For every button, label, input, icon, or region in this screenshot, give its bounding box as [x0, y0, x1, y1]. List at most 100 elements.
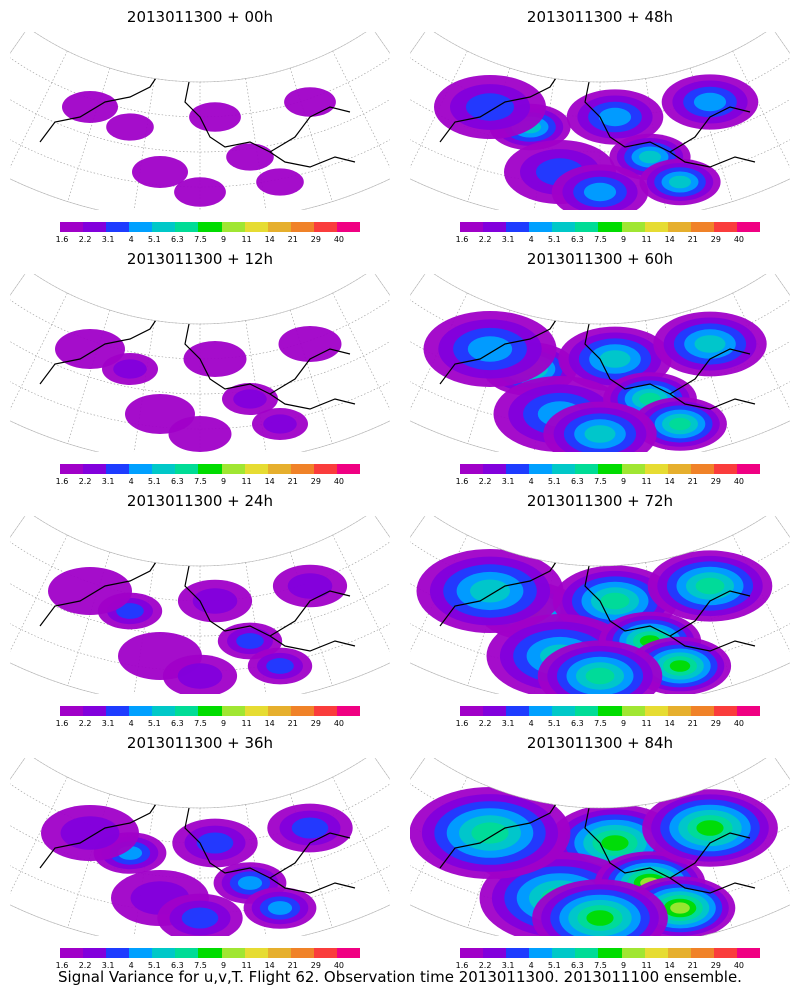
variance-contour	[694, 335, 726, 353]
colorbar-tick-label: 2.2	[478, 477, 492, 486]
colorbar-labels: 1.6 2.2 3.1 4 5.1 6.3 7.5 9 11 14 21 29 40	[456, 961, 760, 971]
colorbar-swatch	[575, 464, 599, 474]
colorbar-swatch	[483, 706, 507, 716]
colorbar-tick-label: 4	[528, 719, 534, 728]
colorbar-swatch	[290, 222, 314, 232]
colorbar-swatch	[267, 706, 291, 716]
colorbar-swatch	[313, 222, 337, 232]
colorbar-tick-label: 4	[128, 477, 134, 486]
colorbar-tick-label: 3.1	[501, 235, 515, 244]
colorbar-swatch	[129, 706, 153, 716]
colorbar-tick-label: 9	[620, 719, 627, 728]
colorbar-tick-label: 1.6	[55, 961, 69, 970]
colorbar-tick-label: 11	[641, 719, 652, 728]
colorbar	[460, 464, 761, 474]
variance-contour	[600, 592, 630, 610]
colorbar-labels: 1.6 2.2 3.1 4 5.1 6.3 7.5 9 11 14 21 29 40	[456, 235, 760, 245]
colorbar-tick-label: 14	[264, 235, 275, 244]
colorbar-tick-label: 1.6	[455, 961, 469, 970]
colorbar-swatch	[736, 222, 761, 232]
colorbar-tick-label: 5.1	[547, 719, 561, 728]
colorbar-swatch	[336, 706, 361, 716]
colorbar-swatch	[713, 706, 737, 716]
polar-map	[10, 274, 390, 452]
colorbar-tick-label: 14	[664, 719, 675, 728]
panel-title: 2013011300 + 12h	[126, 250, 274, 268]
colorbar-tick-label: 1.6	[455, 719, 469, 728]
colorbar-tick-label: 29	[710, 477, 721, 486]
colorbar-tick-label: 4	[128, 719, 134, 728]
colorbar-swatch	[221, 706, 245, 716]
panel-title: 2013011300 + 36h	[126, 734, 274, 752]
variance-field	[423, 311, 767, 452]
variance-contour	[181, 907, 219, 929]
colorbar-tick-label: 6.3	[571, 961, 584, 970]
colorbar-swatch	[152, 464, 176, 474]
variance-contour	[233, 389, 267, 409]
variance-contour	[237, 876, 263, 890]
variance-contour	[669, 660, 691, 672]
variance-contour	[192, 588, 238, 614]
map-boundary	[410, 32, 790, 210]
colorbar-labels: 1.6 2.2 3.1 4 5.1 6.3 7.5 9 11 14 21 29 40	[56, 719, 360, 729]
colorbar-swatch	[529, 948, 553, 958]
polar-map	[410, 516, 790, 694]
colorbar-tick-label: 7.5	[194, 235, 207, 244]
colorbar-tick-label: 4	[528, 961, 534, 970]
colorbar-tick-label: 14	[664, 477, 675, 486]
colorbar	[460, 948, 761, 958]
colorbar-swatch	[598, 948, 622, 958]
colorbar-swatch	[736, 464, 761, 474]
colorbar-swatch	[336, 464, 361, 474]
colorbar-swatch	[83, 948, 107, 958]
variance-contour	[116, 603, 144, 619]
colorbar-swatch	[460, 948, 484, 958]
colorbar-tick-label: 3.1	[101, 961, 115, 970]
colorbar-swatch	[621, 948, 645, 958]
colorbar-swatch	[106, 222, 130, 232]
variance-contour	[256, 168, 304, 196]
colorbar-swatch	[713, 464, 737, 474]
colorbar-tick-label: 40	[733, 235, 745, 244]
colorbar	[460, 222, 761, 232]
variance-contour	[196, 832, 234, 854]
colorbar-tick-label: 6.3	[571, 477, 584, 486]
variance-contour	[668, 175, 692, 189]
variance-contour	[291, 817, 329, 839]
map-panel: 2013011300 + 84h 1.6 2.2 3.1 4 5.1 6.3 7.5 9 11 14…	[400, 726, 800, 971]
variance-contour	[62, 91, 118, 123]
polar-map	[410, 32, 790, 210]
variance-contour	[267, 901, 293, 915]
polar-map	[10, 516, 390, 694]
colorbar-tick-label: 2.2	[478, 719, 492, 728]
colorbar-tick-label: 7.5	[594, 477, 607, 486]
variance-contour	[284, 87, 336, 117]
variance-contour	[287, 573, 333, 599]
variance-contour	[226, 143, 274, 171]
variance-contour	[585, 667, 615, 685]
panel-title: 2013011300 + 60h	[526, 250, 674, 268]
map-boundary	[410, 758, 790, 936]
colorbar-swatch	[460, 222, 484, 232]
colorbar-swatch	[106, 948, 130, 958]
colorbar-swatch	[198, 948, 222, 958]
colorbar-tick-label: 6.3	[171, 235, 184, 244]
colorbar-swatch	[198, 222, 222, 232]
colorbar-tick-label: 21	[287, 477, 298, 486]
colorbar-swatch	[713, 948, 737, 958]
colorbar-swatch	[690, 948, 714, 958]
colorbar-tick-label: 6.3	[571, 235, 584, 244]
colorbar-tick-label: 21	[687, 961, 698, 970]
variance-contour	[168, 416, 232, 452]
colorbar-swatch	[460, 706, 484, 716]
variance-contour	[601, 835, 629, 851]
variance-contour	[467, 336, 513, 362]
colorbar-swatch	[552, 222, 576, 232]
variance-contour	[470, 579, 510, 603]
colorbar-swatch	[221, 222, 245, 232]
colorbar-swatch	[644, 222, 668, 232]
colorbar-tick-label: 21	[687, 719, 698, 728]
colorbar	[60, 222, 361, 232]
colorbar-swatch	[313, 464, 337, 474]
colorbar-tick-label: 6.3	[171, 477, 184, 486]
